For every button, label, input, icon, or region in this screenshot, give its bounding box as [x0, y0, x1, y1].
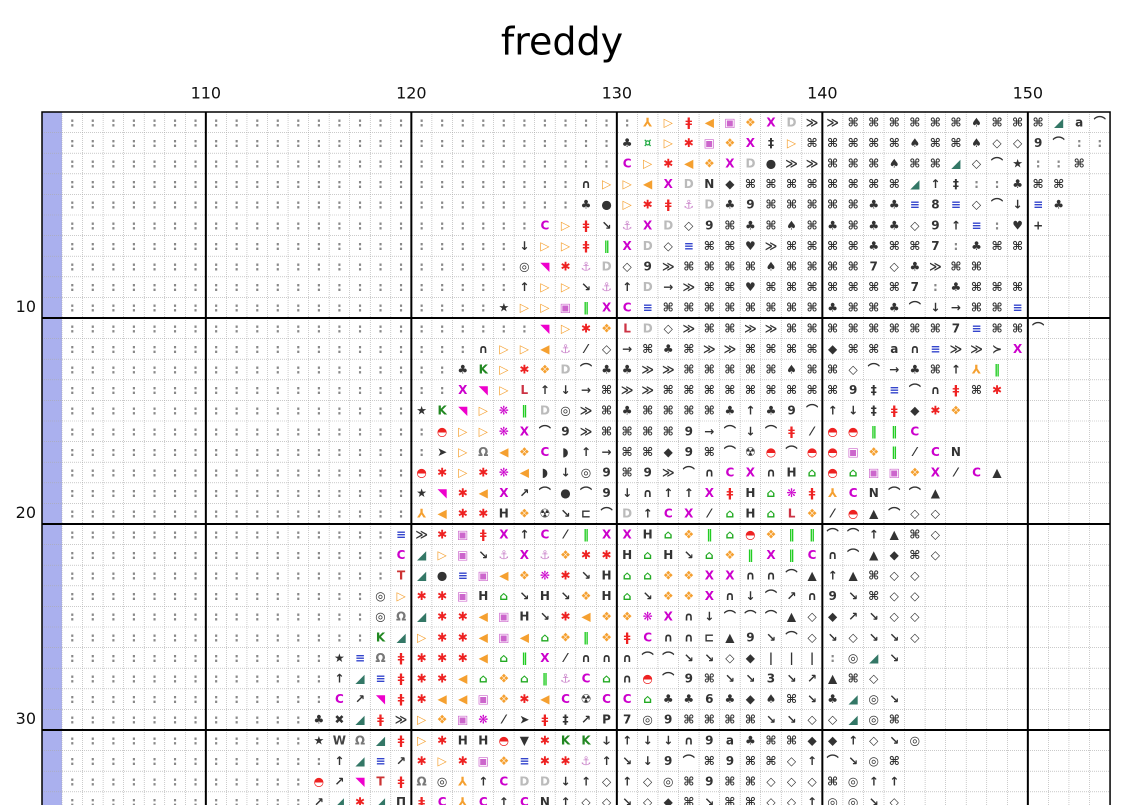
stitch-row: ::::::::::::: C ↗ ◥ ǂ ✱ ◀ ◀ ▣ ❖ ✱ ◀ C ☢ C C ⌂ ♣ ♣ 6 ♣ ◆ ♠ ⌘ ↘ ♣ ◢ ◎… [70, 692, 899, 706]
stitch-row: :::::::::::: ♣ ✖ ◢ ǂ ≫ ▷ ❖ ▣ ❋ ⁄ ➤ ǂ ‡ ↗ P 7 ◎ 9 ⌘ ⌘ ⌘ ⌘ ↘ ↘ ◇ ◇ ◢ ◎… [70, 713, 900, 727]
stitch-row: ::::::::::::::::::: X ◥ ▷ L ↑ ↓ → ⌘ ≫ ≫ ⌘ ⌘ ⌘ ⌘ ⌘ ⌘ ⌘ ⌘ ⌘ 9 ‡… [70, 382, 1002, 397]
stitch-row: ::::::::::::::: ◎ Ω ◢ ✱ ✱ ◀ ▣ H ↘ ✱ ◀ ❖ ❖ ❋ X ∩ ↓ ⌒ ⌒ ⌒ ▲ ◇ ◆ ↗ ↘… [70, 609, 920, 624]
row-label: 10 [16, 297, 36, 316]
stitch-row: :::::::::::::::::::: ∩ ▷ ▷ ◀ ⚓ ⁄ ◇ → ⌘ ♣ ⌘ ≫ ≫ ⌘ ⌘ ⌘ ⌘ ◆ ⌘ ⌘… [70, 342, 1023, 356]
stitch-row: ::::::::::::::: K ◢ ▷ ✱ ✱ ◀ ▣ ◀ ⌂ ❖ ‖ ❖ ǂ C ∩ ∩ ⊏ ▲ 9 ↘ ⌒ ◇ ↘ ◇ ↘… [70, 629, 920, 644]
column-label: 130 [602, 84, 633, 103]
marker-column [42, 112, 62, 805]
stitch-row: ::::::::::::::::: ★ K ◥ ▷ ❋ ‖ D ◎ ≫ ⌘ ♣ ⌘ ⌘ ⌘ ⌘ ♣ ↑ ♣ 9 ⌒ ↑ ↓ ‡… [70, 403, 961, 418]
stitch-row: :::::::::::: ★ W Ω ◢ ǂ ▷ ✱ H H ◓ ▼ ✱ K K ↆ ↑ ↓ ↓ ∩ 9 a ♣ ⌘ ⌘ ◆ ◆ ↑ ◇… [70, 733, 920, 747]
stitch-row: :::::::::::::::::::::: ↑ ▷ ▷ ↘ ⚓ ↑ D → ≫ ⌘ ⌘ ♥ ⌘ ⌘ ⌘ ⌘ ⌘ ⌘… [70, 280, 1023, 294]
column-label: 150 [1013, 84, 1044, 103]
title: freddy [501, 20, 623, 64]
stitch-row: :::::::::::::::: C ◢ ▷ ▣ ↘ ⚓ X ⚓ ❖ ✱ ✱ H ⌂ H ↘ ⌂ ❖ ‖ X ‖ C ∩ ⌒ ▲… [70, 547, 941, 562]
stitch-row: :::::::::::::::: ≡ ≫ ✱ ▣ ǂ X ↑ C ⁄ ‖ X X H ⌂ ❖ ‖ ⌂ ◓ ❖ ‖ ‖ ⌒ ⌒ ↑… [70, 526, 941, 541]
stitch-row: ::::::::::::::::::::::::::: ♣ ¤ ▷ ✱ ▣ ❖ X ‡ ▷ ⌘ ⌘ ⌘ ⌘… [70, 135, 1102, 150]
column-label: 120 [396, 84, 427, 103]
stitch-row: ::::::::::::::::::::::: ◥ ▷ ✱ ❖ L D ◇ ≫ ⌘ ⌘ ≫ ≫ ⌘ ⌘ ⌘ ⌘ ⌘… [70, 320, 1044, 335]
stitch-row: ::::::::::::::::::::::: C ▷ ǂ ↘ ⚓ X D ◇ 9 ⌘ ♣ ⌘ ♠ ⌘ ♣ ⌘ ♣… [70, 218, 1043, 232]
stitch-row: ::::::::::::::::: ◓ ✱ ▷ ✱ ❋ ◀ ◗ ↓ ◎ 9 ⌘ 9 ≫ ⌒ ∩ C X ∩ H ⌂ ◓ ⌂ ▣… [70, 465, 1003, 480]
stitch-row: ::::::::::::::::: ⅄ ◀ ✱ ✱ H ❖ ☢ ↘ ⊏ ⌒ D ↑ C X ⁄ ⌂ H ⌂ L ❖ ⁄ ◓ ▲… [70, 506, 941, 521]
stitch-row: :::::::::::::::::: ➤ ▷ Ω ◀ ❖ C ◗ ↑ → ⌘ ⌘ ◆ 9 ⌘ ⌒ ☢ ◓ ⌒ ◓ ◓ ▣ ❖… [70, 444, 961, 459]
grid-border [41, 111, 1111, 805]
stitch-row: ::::::::::::::::::::::::: ∩ ▷ ▷ ◀ X D N ◆ ⌘ ⌘ ⌘ ⌘ ⌘ ⌘ ⌘… [70, 177, 1064, 191]
stitch-row: :::::::::::::::::: ◓ ▷ ▷ ❋ X ⌒ 9 ≫ ⌘ ⌘ ⌘ ⌘ 9 → ⌒ ↓ ⌒ ǂ ⁄ ◓ ◓ ‖… [70, 423, 920, 438]
stitch-row: :::::::::::: ↗ ◢ ✱ ◢ Π ǂ C ⅄ C ↑ C N ↑ ◇ ◇ ↘ ◇ ◆ ⌘ ↘ ⌘ ⌘ ◇ ◇ ↑ ◎ ◎ ↘… [70, 795, 900, 805]
stitch-row: :::::::::::::::::::::: ◎ ◥ ✱ ⚓ D ◇ 9 ≫ ⌘ ⌘ ⌘ ⌘ ♠ ⌘ ⌘ ⌘ ⌘ 7… [70, 260, 982, 274]
stitch-row: ::::::::::::::::::::::::: ♣ ● ▷ ✱ ǂ ⚓ D ♣ 9 ⌘ ⌘ ⌘ ⌘ ⌘ ♣… [70, 197, 1064, 212]
column-label: 110 [191, 84, 222, 103]
stitch-row: :::::::::::::::::::::::::::: ⅄ ▷ ǂ ◀ ▣ ❖ X D ≫ ≫ ⌘ ⌘… [70, 114, 1106, 129]
stitch-row: ::::::::::::::::: ★ ◥ ✱ ◀ X ↗ ⌒ ● ⌒ 9 ↓ ∩ ↑ ↑ X ǂ H ⌂ ❋ ǂ ⅄ C N… [70, 485, 941, 500]
stitch-row: ::::::::::::: ↑ ◢ ≡ ǂ ✱ ✱ ◀ ⌂ ❖ ⌂ ‖ ⚓ C ⌂ ∩ ◓ ⌒ 9 ⌘ ↘ ↘ 3 ↘ ↗ ▲ ⌘ ◇ [70, 671, 879, 686]
stitch-row: ::::::::::::: ★ ≡ Ω ǂ ✱ ✱ ✱ ◀ ⌂ ‖ X ⁄ ∩ ∩ ∩ ⌒ ⌒ ↘ ↘ ◇ ◆ | | |: ◎ ◢… [70, 650, 899, 665]
stitch-row: ::::::::::::::::::: ♣ K ▷ ✱ ❖ D ⌒ ♣ ♣ ≫ ≫ ⌘ ⌘ ⌘ ⌘ ⌘ ♠ ⌘ ⌘ ◇ ⌒… [70, 362, 1000, 377]
stitch-row: ::::::::::::::::::::: ★ ▷ ▷ ▣ ‖ X C ≡ ⌘ ⌘ ⌘ ⌘ ⌘ ⌘ ⌘ ⌘ ♣ ⌘ ⌘… [70, 300, 1023, 315]
row-label: 30 [16, 709, 36, 728]
stitch-row: :::::::::::: ◓ ↗ ◥ T ǂ Ω ◎ ⅄ ↑ C D D ↓ ↑ ◇ ↑ ◇ ◎ ⌘ 9 ⌘ ⌘ ◇ ◇ ◇ ⌘ ◎ ↑… [70, 775, 899, 789]
stitch-row: :::::::::::::::::::::: ↓ ▷ ▷ ǂ ‖ X D ◇ ≡ ⌘ ⌘ ♥ ≫ ⌘ ⌘ ⌘ ⌘ ♣… [70, 239, 1023, 253]
column-label: 140 [807, 84, 838, 103]
stitch-row: ::::::::::::::: ◎ ▷ ✱ ✱ ▣ H ⌂ ↘ H ↘ ❖ H ⌂ ↘ ❖ ❖ X ∩ ↓ ⌒ ↗ ∩ 9 ↘ ⌘… [70, 588, 920, 603]
stitch-row: ::::::::::::::::::::::::::: C ▷ ✱ ◀ ❖ X D ● ≫ ≫ ⌘ ⌘ ⌘… [70, 156, 1085, 171]
row-label: 20 [16, 503, 36, 522]
grid: :::::::::::::::::::::::::::: ⅄ ▷ ǂ ◀ ▣ ❖ X D ≫ ≫ ⌘ ⌘… [41, 111, 1111, 805]
stitch-row: :::::::::::::::: T ◢ ● ≡ ▣ ◀ ❖ ❋ ✱ ↘ H ⌂ ⌂ ❖ ❖ X X ∩ ∩ ⌒ ▲ ↑ ▲ ⌘… [70, 568, 920, 583]
stitch-row: ::::::::::::: ↑ ◢ ≡ ↗ ✱ ▷ ✱ ▣ ❖ ≡ ✱ ✱ ⚓ ↑ ↘ ↓ 9 ⌒ ⌘ 9 ⌘ ⌘ ◇ ↑ ⌒ ↘ ◎… [70, 753, 900, 768]
